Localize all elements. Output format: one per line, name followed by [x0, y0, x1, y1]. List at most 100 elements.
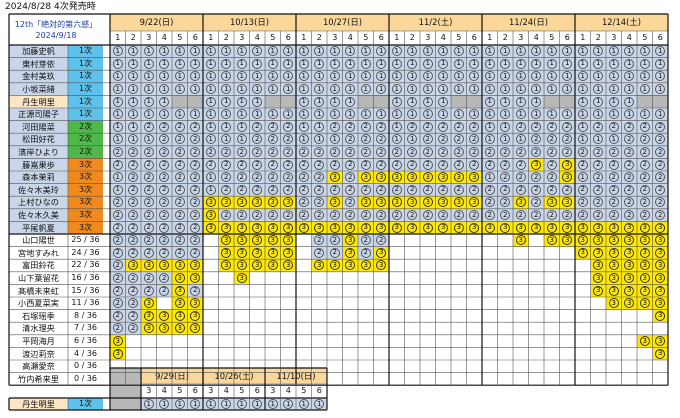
slot-cell: 2 [652, 183, 668, 197]
lottery-round-mark: 1 [608, 109, 619, 120]
slot-cell: 2 [559, 208, 575, 222]
lottery-round-mark: 3 [593, 285, 604, 296]
lottery-round-mark: 1 [360, 109, 371, 120]
lottery-round-mark: 3 [345, 222, 356, 233]
lottery-round-mark: 1 [515, 134, 526, 145]
lottery-round-mark: 1 [221, 58, 232, 69]
slot-cell: 1 [513, 57, 529, 71]
slot-cell [218, 284, 234, 297]
member-name: 石塚瑶季 [9, 309, 68, 323]
slot-cell: 1 [172, 70, 188, 83]
lottery-round-mark: 3 [329, 172, 340, 183]
slot-cell: 2 [125, 208, 141, 222]
lottery-round-mark: 3 [236, 235, 247, 246]
slot-cell: 3 [606, 259, 622, 272]
slot-cell: 3 [652, 246, 668, 260]
lottery-round-mark: 3 [577, 247, 588, 258]
lottery-round-mark: 3 [236, 197, 247, 208]
lottery-round-mark: 1 [236, 134, 247, 145]
slot-cell [513, 309, 529, 323]
slot-cell: 1 [327, 133, 343, 146]
lottery-round-mark: 3 [422, 172, 433, 183]
lottery-round-mark: 2 [205, 159, 216, 170]
lottery-round-mark: 1 [422, 71, 433, 82]
slot-number: 3 [606, 31, 622, 45]
slot-cell: 2 [435, 158, 451, 171]
lottery-round-mark: 1 [593, 58, 604, 69]
lottery-round-mark: 2 [422, 210, 433, 221]
lottery-round-mark: 2 [391, 159, 402, 170]
lottery-round-mark: 1 [531, 46, 542, 57]
slot-cell: 2 [544, 120, 560, 134]
slot-cell [544, 246, 560, 260]
slot-cell: 2 [311, 234, 327, 247]
slot-cell: 2 [590, 208, 606, 222]
lottery-round-mark: 3 [391, 197, 402, 208]
lottery-round-mark: 1 [577, 71, 588, 82]
slot-cell: 2 [156, 208, 172, 222]
slot-cell: 3 [110, 334, 126, 348]
slot-cell: 1 [389, 70, 405, 83]
slot-cell: 2 [156, 133, 172, 146]
slot-cell: 2 [234, 171, 250, 184]
slot-cell: 2 [156, 145, 172, 159]
slot-cell [296, 234, 312, 247]
lottery-round-mark: 2 [469, 147, 480, 158]
slot-cell: 2 [466, 208, 482, 222]
slot-cell: 2 [141, 183, 157, 197]
lottery-round-mark: 1 [453, 46, 464, 57]
lottery-round-mark: 2 [407, 210, 418, 221]
lottery-round-mark: 1 [267, 71, 278, 82]
slot-cell: 1 [110, 108, 126, 121]
slot-cell: 2 [466, 183, 482, 197]
lottery-round-mark: 1 [205, 121, 216, 132]
date-header: 10/13(日) [203, 14, 296, 31]
slot-cell: 2 [575, 158, 591, 171]
lottery-round-mark: 3 [639, 260, 650, 271]
lottery-round-mark: 3 [593, 235, 604, 246]
lottery-round-mark: 2 [236, 184, 247, 195]
slot-cell: 2 [265, 145, 281, 159]
slot-cell [265, 322, 281, 335]
slot-cell: 2 [187, 133, 203, 146]
lottery-round-mark: 2 [360, 121, 371, 132]
slot-cell: 2 [327, 246, 343, 260]
slot-cell: 1 [327, 82, 343, 96]
lottery-round-mark: 3 [360, 197, 371, 208]
slot-cell: 3 [606, 297, 622, 310]
slot-cell: 1 [280, 108, 296, 121]
slot-cell: 3 [327, 171, 343, 184]
slot-cell: 1 [327, 70, 343, 83]
lottery-round-mark: 3 [624, 273, 635, 284]
slot-cell [280, 271, 296, 285]
member-name: 上村ひなの [9, 196, 68, 209]
slot-cell: 2 [559, 133, 575, 146]
lottery-round-mark: 2 [314, 247, 325, 258]
slot-cell: 2 [637, 158, 653, 171]
slot-cell: 1 [606, 133, 622, 146]
slot-cell: 2 [637, 133, 653, 146]
slot-cell: 1 [637, 57, 653, 71]
lottery-round-mark: 1 [159, 46, 170, 57]
slot-number: 6 [466, 31, 482, 45]
slot-cell: 2 [141, 221, 157, 234]
lottery-round-mark: 1 [407, 58, 418, 69]
slot-cell: 1 [218, 133, 234, 146]
slot-cell [559, 297, 575, 310]
slot-cell: 2 [373, 158, 389, 171]
slot-cell: 3 [606, 271, 622, 285]
slot-cell [296, 259, 312, 272]
slot-cell: 2 [187, 158, 203, 171]
member-status: 3次 [68, 221, 103, 234]
lottery-round-mark: 1 [469, 109, 480, 120]
slot-cell: 3 [513, 221, 529, 234]
lottery-round-mark: 1 [298, 84, 309, 95]
lottery-round-mark: 3 [422, 222, 433, 233]
slot-cell: 2 [652, 158, 668, 171]
lottery-round-mark: 2 [639, 197, 650, 208]
lottery-round-mark: 2 [608, 172, 619, 183]
slot-cell: 1 [156, 57, 172, 71]
lottery-round-mark: 3 [546, 235, 557, 246]
slot-cell: 1 [342, 95, 358, 108]
lottery-round-mark: 2 [128, 159, 139, 170]
